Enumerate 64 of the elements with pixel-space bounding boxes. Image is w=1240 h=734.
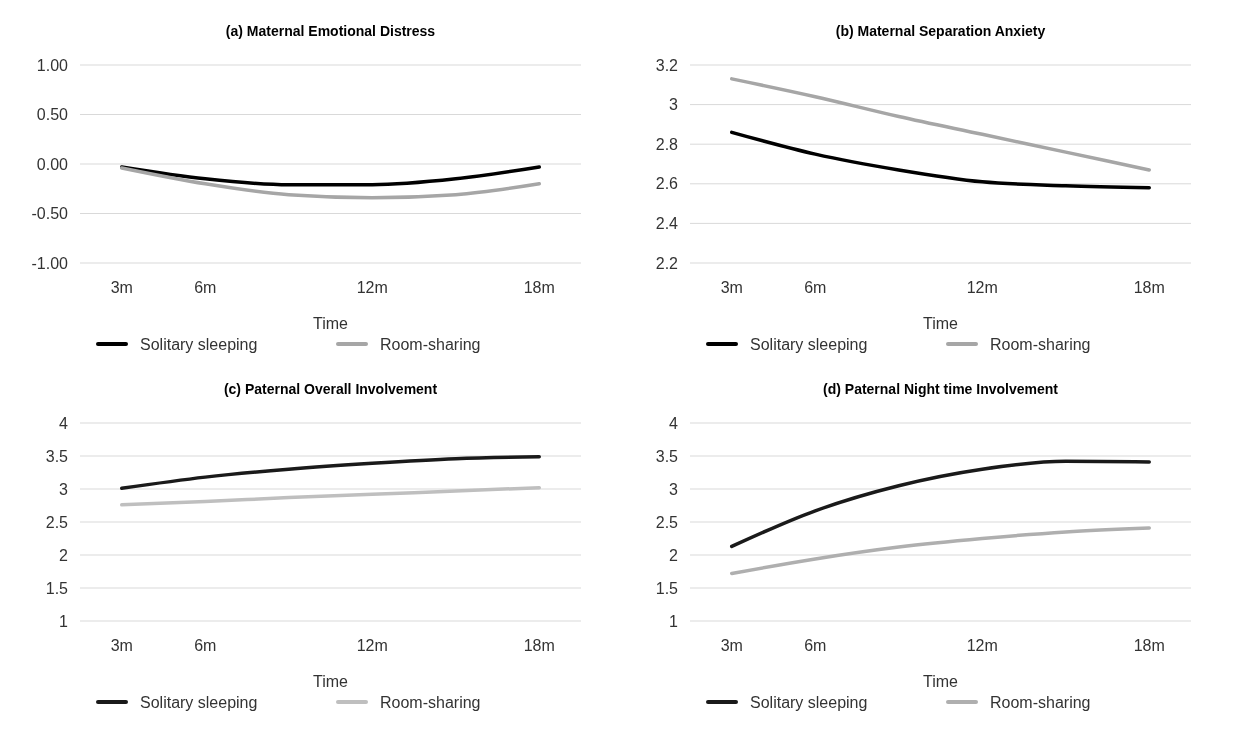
x-tick-label: 12m [356,637,388,654]
y-tick-label: 2.8 [655,135,679,153]
y-tick-label: 3 [669,480,679,498]
legend-label: Solitary sleeping [750,693,868,711]
x-tick-label: 18m [1133,279,1165,296]
x-tick-label: 3m [110,637,133,654]
line-series [730,526,1151,576]
line-series [120,485,541,507]
y-tick-label: 1 [669,612,679,630]
legend-label: Solitary sleeping [140,335,258,353]
chart-title: (a) Maternal Emotional Distress [225,23,436,39]
x-tick-label: 18m [1133,637,1165,654]
line-series [120,166,541,200]
line-series [120,454,541,491]
y-tick-label: 0.50 [36,106,69,124]
x-tick-label: 3m [720,279,743,296]
chart-title: (b) Maternal Separation Anxiety [835,23,1046,39]
y-tick-label: 3 [669,96,679,114]
x-axis-title: Time [923,673,959,690]
chart-title: (d) Paternal Night time Involvement [823,381,1059,397]
y-tick-label: 3 [59,480,69,498]
line-series [730,459,1151,549]
y-tick-label: 2.6 [655,175,679,193]
y-tick-label: 3.5 [655,447,679,465]
y-tick-label: 0.00 [36,155,69,173]
x-tick-label: 6m [804,637,827,654]
y-tick-label: 2.5 [45,513,69,531]
y-tick-label: 1.00 [36,56,69,74]
y-tick-label: 2.5 [655,513,679,531]
x-axis-title: Time [923,315,959,332]
y-tick-label: -0.50 [31,205,69,223]
x-tick-label: 18m [523,279,555,296]
x-tick-label: 12m [966,279,998,296]
line-series [730,130,1151,190]
legend-label: Room-sharing [990,693,1091,711]
x-tick-label: 12m [966,637,998,654]
y-tick-label: 3.5 [45,447,69,465]
chart-title: (c) Paternal Overall Involvement [223,381,438,397]
y-tick-label: 2.2 [655,254,679,272]
x-axis-title: Time [313,315,349,332]
x-tick-label: 18m [523,637,555,654]
x-tick-label: 6m [194,637,217,654]
y-tick-label: 4 [59,414,69,432]
legend-label: Solitary sleeping [750,335,868,353]
x-tick-label: 6m [804,279,827,296]
y-tick-label: 4 [669,414,679,432]
x-tick-label: 3m [110,279,133,296]
legend-label: Room-sharing [990,335,1091,353]
legend-label: Room-sharing [380,335,481,353]
x-tick-label: 12m [356,279,388,296]
y-tick-label: 1.5 [45,579,69,597]
y-tick-label: 1.5 [655,579,679,597]
x-axis-title: Time [313,673,349,690]
y-tick-label: 2.4 [655,215,679,232]
y-tick-label: 2 [59,546,69,564]
y-tick-label: 1 [59,612,69,630]
x-tick-label: 3m [720,637,743,654]
legend-label: Solitary sleeping [140,693,258,711]
x-tick-label: 6m [194,279,217,296]
y-tick-label: -1.00 [31,254,69,272]
line-series [730,77,1151,172]
y-tick-label: 3.2 [655,56,679,74]
y-tick-label: 2 [669,546,679,564]
legend-label: Room-sharing [380,693,481,711]
